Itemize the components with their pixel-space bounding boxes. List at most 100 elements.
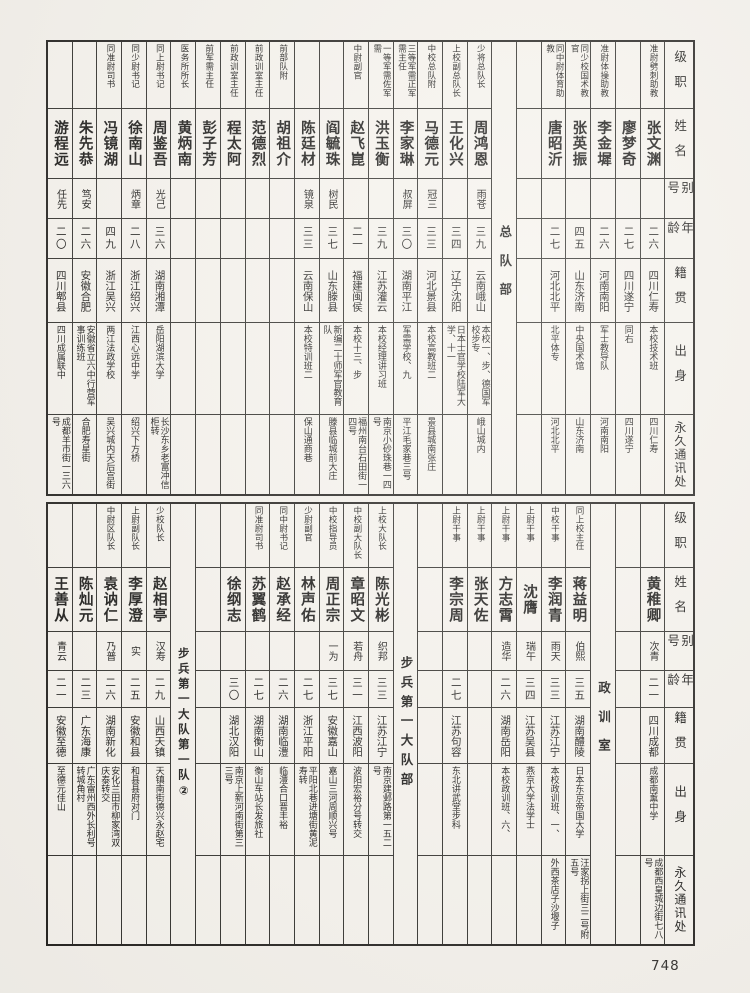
alias-cell: 实 — [122, 632, 146, 671]
name-cell: 李润青 — [541, 568, 566, 632]
address-cell — [270, 415, 294, 494]
person-column: 中尉区队长 袁讷仁 乃普 二六 湖南新化 安化兰田市柳家湾双庆泰转交 — [97, 504, 123, 944]
row-header-cell: 级职 — [665, 504, 694, 568]
age-cell: 二五 — [122, 671, 146, 708]
name-cell: 赵飞崑 — [344, 109, 368, 179]
alias-cell — [615, 179, 640, 219]
blank-cell — [517, 259, 541, 323]
name-cell: 林声佑 — [294, 568, 319, 632]
name-cell: 周鸿恩 — [467, 109, 492, 179]
position-cell — [294, 42, 319, 109]
name-cell: 游程远 — [48, 109, 72, 179]
native-cell: 河南南阳 — [591, 259, 615, 323]
age-cell: 二七 — [443, 671, 467, 708]
name-cell: 张天佐 — [467, 568, 492, 632]
age-cell: 二一 — [344, 219, 368, 259]
position-cell: 同中尉体育助教 — [541, 42, 566, 109]
address-cell: 吴兴城内天后宫街 — [104, 417, 115, 489]
address-cell: 平江毛家巷三号 — [400, 417, 411, 480]
person-column: 游程远 任先 二〇 四川郫县 四川成属联中 成都羊市街一三六号 — [48, 42, 73, 494]
name-cell: 彭子芳 — [196, 109, 220, 179]
native-cell: 云南保山 — [294, 259, 319, 323]
row-header-cell: 姓名 — [665, 109, 694, 179]
origin-cell: 安徽省立六中行营军事训练班 — [72, 323, 97, 415]
native-cell: 四川遂宁 — [615, 259, 640, 323]
origin-cell: 岳阳湖滨大学 — [146, 323, 171, 415]
origin-cell: 本校十三、步 — [344, 323, 368, 415]
name-cell: 赵相亭 — [146, 568, 171, 632]
origin-cell: 北平体专 — [541, 323, 566, 415]
age-cell: 二一 — [48, 671, 72, 708]
origin-cell — [220, 323, 245, 415]
native-cell: 湖南临澧 — [270, 708, 294, 764]
person-column: 同少尉书记 徐南山 炳章 二八 浙江绍兴 江西心远中学 绍兴下方桥 — [122, 42, 147, 494]
age-cell — [467, 671, 492, 708]
row-header-cell: 籍贯 — [665, 708, 694, 764]
address-cell: 汪家拐上街三二号附五号 — [568, 858, 589, 939]
address-cell — [517, 856, 541, 944]
age-cell: 三九 — [467, 219, 492, 259]
address-cell — [344, 856, 368, 944]
row-header-cell: 别号 — [665, 179, 694, 219]
person-column: 朱先恭 笃安 二六 安徽合肥 安徽省立六中行营军事训练班 合肥寿星街 — [72, 42, 98, 494]
alias-cell: 次青 — [640, 632, 665, 671]
row-header-cell: 出身 — [665, 764, 694, 856]
address-cell: 河南南阳 — [598, 417, 609, 453]
age-cell: 二六 — [492, 671, 517, 708]
native-cell: 河北北平 — [541, 259, 566, 323]
group-label: 步兵第一大队第一队② — [176, 646, 191, 802]
person-column: 中尉副官 赵飞崑 二一 福建闽侯 本校十三、步 福州南台石田街一四号 — [344, 42, 369, 494]
alias-cell — [541, 179, 566, 219]
name-cell: 王化兴 — [443, 109, 467, 179]
origin-cell: 燕京大学法学士 — [517, 764, 541, 856]
blank-cell — [615, 671, 640, 708]
origin-cell: 至德元佳山 — [48, 764, 72, 856]
alias-cell: 雨天 — [541, 632, 566, 671]
person-column: 少将总队长 周鸿恩 雨苍 三九 云南峨山 本校一、步、德国军校步专 峨山城内 — [467, 42, 493, 494]
alias-cell: 炳章 — [122, 179, 146, 219]
blank-cell — [418, 856, 442, 944]
address-cell — [147, 856, 171, 944]
position-cell: 同少校国术教官 — [566, 42, 591, 109]
person-column: 前政训室主任 程太阿 — [220, 42, 246, 494]
origin-cell — [467, 764, 492, 856]
address-cell — [48, 856, 72, 944]
blank-column — [196, 504, 221, 944]
position-cell — [220, 504, 245, 568]
native-cell: 安徽和县 — [122, 708, 146, 764]
age-cell: 二七 — [615, 219, 640, 259]
position-cell: 前政训室主任 — [245, 42, 270, 109]
position-cell — [615, 42, 640, 109]
position-cell: 上尉干事 — [492, 504, 517, 568]
address-cell: 景县城南张庄 — [425, 417, 436, 471]
age-cell: 二七 — [541, 219, 566, 259]
position-cell: 前政训室主任 — [220, 42, 245, 109]
person-column: 中校副大队长 章昭文 若舟 三一 江西波阳 波阳宏裕分号转交 — [344, 504, 369, 944]
native-cell: 湖南新化 — [97, 708, 122, 764]
native-cell: 四川成都 — [640, 708, 665, 764]
origin-cell: 日本东京帝国大学 — [566, 764, 591, 856]
address-cell: 滕县临城前大庄 — [326, 417, 337, 480]
blank-cell — [517, 109, 541, 179]
alias-cell — [591, 179, 615, 219]
name-cell: 李金墀 — [591, 109, 615, 179]
name-cell: 徐南山 — [122, 109, 146, 179]
position-cell — [72, 504, 97, 568]
name-cell: 胡祖介 — [270, 109, 294, 179]
address-cell — [221, 415, 245, 494]
address-cell: 保山通商巷 — [301, 417, 312, 462]
position-cell: 中校指导员 — [319, 504, 344, 568]
position-cell — [72, 42, 97, 109]
origin-cell: 新编二十师军官教育队 — [319, 323, 344, 415]
address-cell — [369, 856, 393, 944]
blank-cell — [615, 708, 640, 764]
name-cell: 陈灿元 — [72, 568, 97, 632]
age-cell: 三〇 — [393, 219, 418, 259]
blank-cell — [517, 323, 541, 415]
origin-cell: 衡山车站长发旅社 — [245, 764, 270, 856]
position-cell: 上尉干事 — [443, 504, 467, 568]
person-column: 前部队附 胡祖介 — [270, 42, 295, 494]
age-cell: 三三 — [418, 219, 442, 259]
origin-cell: 南京上新河南街第三三号 — [220, 764, 245, 856]
group-label: 步兵第一大队部 — [398, 656, 414, 792]
